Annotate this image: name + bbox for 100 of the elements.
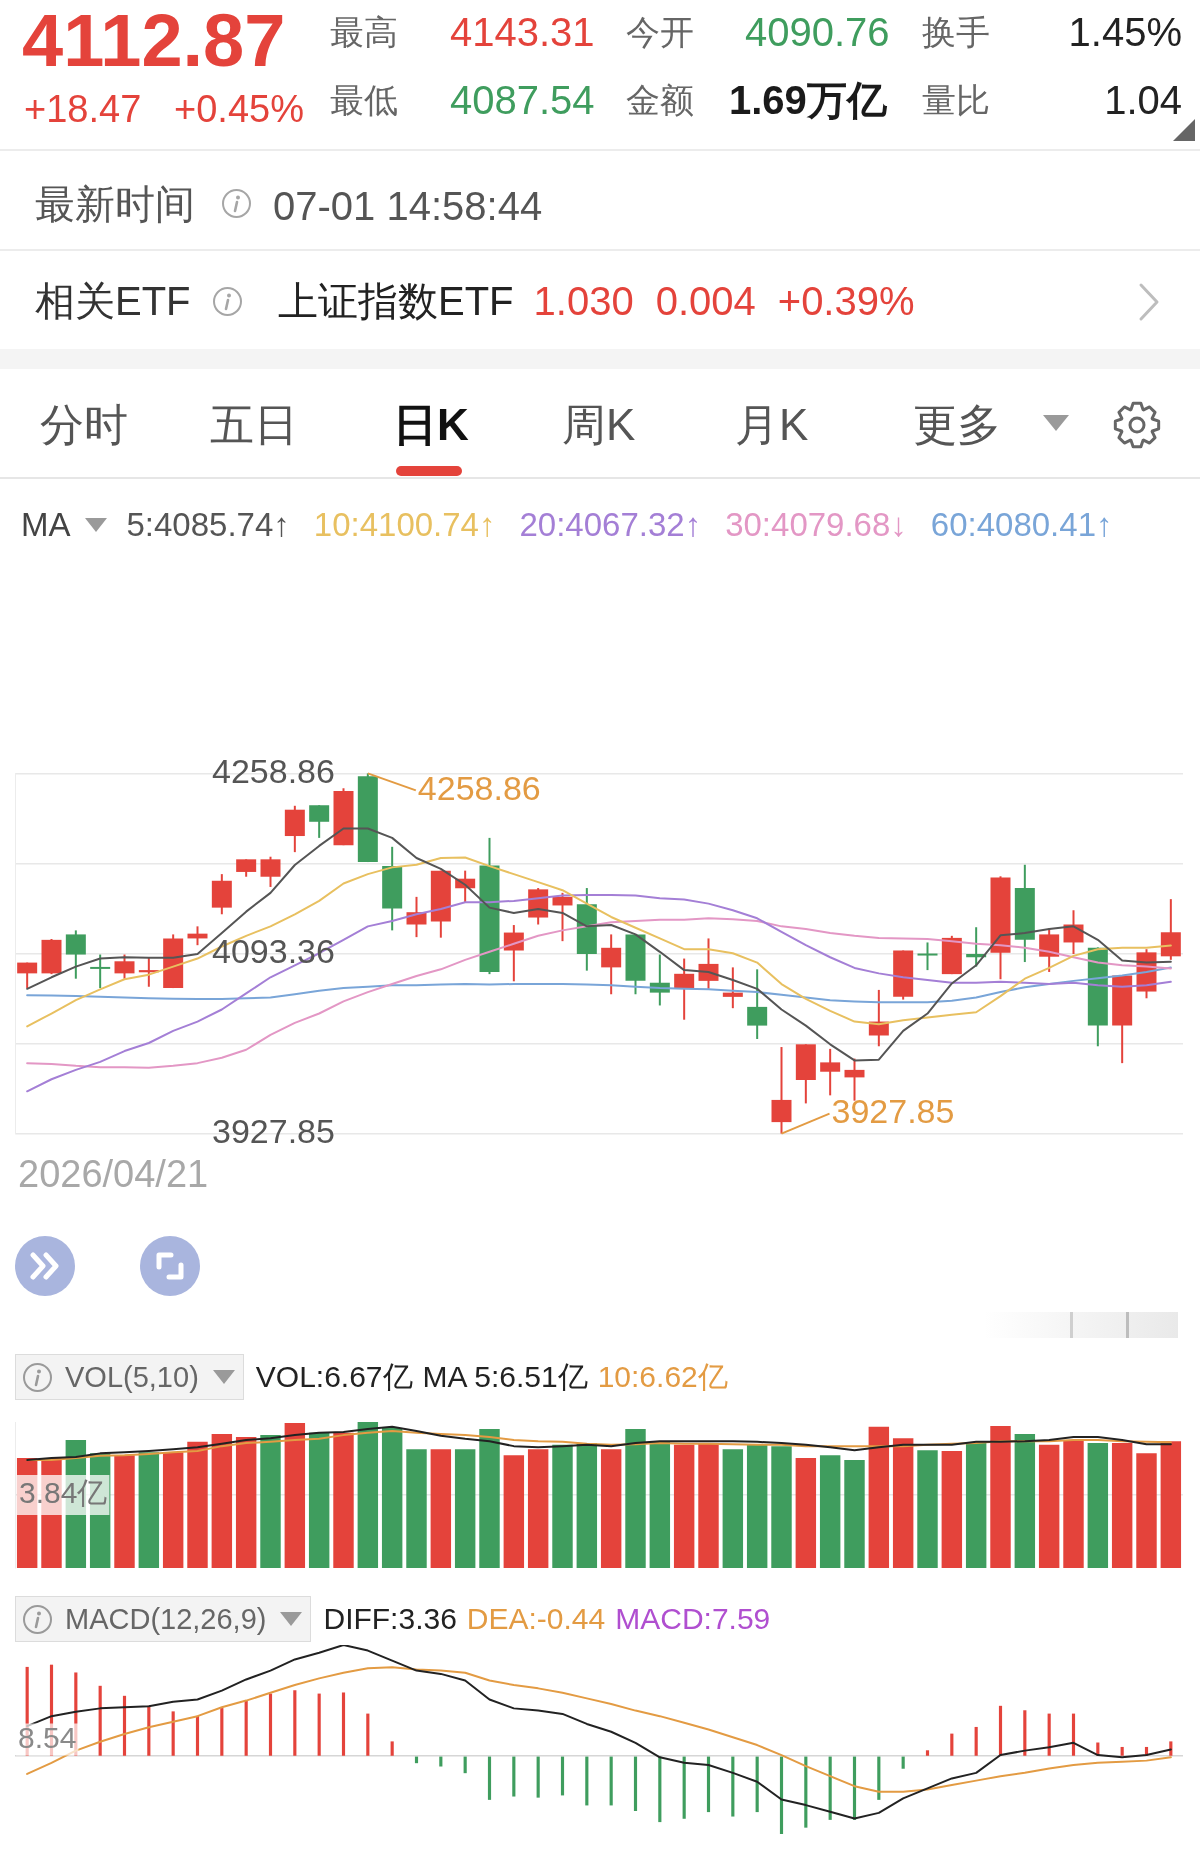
bar [308, 1432, 330, 1568]
text: 0.004 [655, 279, 756, 323]
text: VOL:6.67亿 [255, 1360, 413, 1393]
bar [600, 1449, 622, 1568]
bar [795, 1458, 817, 1568]
legend-title: MACD(12,26,9) [65, 1602, 267, 1635]
text: 金额 [626, 81, 694, 119]
bar [844, 1460, 865, 1568]
text: 相关ETF [35, 279, 191, 323]
bar [527, 1449, 549, 1568]
bar [941, 1450, 963, 1568]
bar [211, 1433, 233, 1568]
bar [260, 1435, 281, 1568]
bar [357, 1422, 379, 1568]
text: 2026/04/21 [18, 1153, 209, 1196]
text: 07-01 14:58:44 [273, 184, 543, 228]
bar [746, 1444, 768, 1568]
y-tick-label: 4258.86 [212, 751, 335, 790]
candlestick [65, 929, 86, 980]
text: 60:4080.41↑ [930, 506, 1113, 543]
annotation: 3927.85 [831, 1091, 955, 1130]
candlestick [552, 891, 573, 943]
bar [917, 1450, 938, 1568]
bar [585, 1756, 589, 1806]
text: 5:4085.74↑ [126, 506, 290, 543]
candlestick [114, 953, 135, 980]
bar [293, 1690, 297, 1756]
bar [1111, 1443, 1133, 1568]
bar [430, 1449, 452, 1568]
text: 换手 [922, 13, 990, 51]
text: 4112.87 [22, 0, 286, 82]
bar [722, 1449, 744, 1568]
bar [171, 1711, 175, 1756]
text: 最低 [330, 81, 398, 119]
bar [195, 1715, 200, 1756]
bar [755, 1756, 759, 1813]
bar [560, 1756, 565, 1796]
text: MACD:7.59 [615, 1602, 771, 1635]
legend-title: MA [21, 506, 71, 543]
bar [390, 1741, 394, 1756]
text: 20:4067.32↑ [519, 506, 702, 543]
text: 更多 [913, 400, 1001, 449]
bar [439, 1756, 443, 1767]
bar [381, 1427, 403, 1568]
bar [1120, 1746, 1124, 1756]
candlestick [771, 1046, 792, 1135]
bar [682, 1756, 686, 1819]
bar [1014, 1433, 1036, 1568]
bar [658, 1756, 662, 1823]
bar [698, 1443, 719, 1568]
bar [1160, 1441, 1182, 1568]
candlestick [747, 968, 768, 1040]
text: 4087.54 [450, 78, 595, 122]
bar [317, 1693, 321, 1756]
text: 日K [393, 400, 469, 449]
series-label: DIFF:3.36 [323, 1602, 457, 1635]
candlestick [722, 966, 743, 1010]
text: +0.39% [777, 279, 915, 323]
bar [503, 1455, 525, 1568]
bar [333, 1432, 354, 1568]
bar [463, 1756, 467, 1774]
bar [1023, 1710, 1027, 1756]
annotation: 4258.86 [417, 768, 541, 807]
bar [138, 1452, 160, 1568]
dropdown-field: VOL(5,10) [15, 1354, 244, 1400]
bar [235, 1437, 257, 1568]
bar [512, 1756, 516, 1797]
bar [731, 1756, 735, 1817]
candlestick [17, 961, 38, 990]
bar [114, 1455, 135, 1568]
text: 30:4079.68↓ [725, 506, 907, 543]
bar [779, 1756, 784, 1834]
bar [868, 1426, 890, 1568]
candlestick [601, 933, 622, 996]
text: 周K [562, 400, 636, 449]
bar [1136, 1453, 1157, 1568]
text: 10:4100.74↑ [313, 506, 496, 543]
bar [633, 1756, 638, 1811]
text: 4143.31 [450, 10, 595, 54]
text: 4090.76 [745, 10, 890, 54]
text: 1.45% [1068, 10, 1182, 54]
bar [1047, 1713, 1051, 1756]
text: +0.45% [174, 88, 304, 130]
bar [819, 1455, 841, 1568]
candlestick [674, 957, 695, 1021]
bar [220, 1708, 224, 1756]
candlestick [309, 804, 330, 839]
bar [990, 1425, 1011, 1568]
bar [974, 1726, 978, 1756]
text: 月K [735, 400, 809, 449]
bar [892, 1438, 914, 1568]
legend-title: VOL(5,10) [65, 1360, 199, 1393]
bar [187, 1441, 208, 1568]
text: 1.030 [533, 279, 634, 323]
bar [268, 1693, 273, 1756]
text: 最新时间 [35, 182, 195, 226]
bar [552, 1444, 573, 1568]
bar [536, 1756, 540, 1798]
text: 1.04 [1104, 78, 1182, 122]
candlestick [260, 855, 281, 888]
